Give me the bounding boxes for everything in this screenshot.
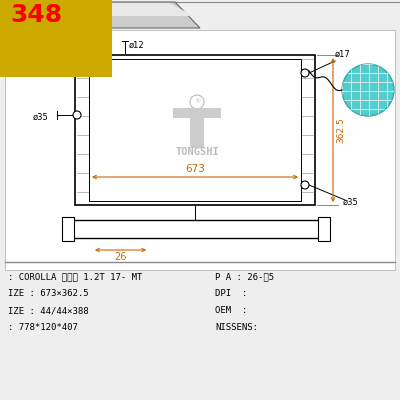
- Circle shape: [342, 64, 394, 116]
- Text: IZE : 44/44×388: IZE : 44/44×388: [8, 306, 89, 315]
- Text: 673: 673: [185, 164, 205, 174]
- Text: 348: 348: [10, 3, 62, 27]
- Bar: [75, 55, 315, 205]
- Bar: [173, 108, 221, 118]
- Text: NISSENS:: NISSENS:: [215, 323, 258, 332]
- Bar: [89, 59, 301, 201]
- Text: ø17: ø17: [335, 50, 351, 59]
- Text: : 778*120*407: : 778*120*407: [8, 323, 78, 332]
- Circle shape: [73, 111, 81, 119]
- Bar: [5, 30, 395, 270]
- Bar: [318, 217, 330, 241]
- Text: P A : 26-扢5: P A : 26-扢5: [215, 272, 274, 281]
- Text: ø12: ø12: [129, 40, 145, 50]
- Text: 26: 26: [114, 252, 127, 262]
- Text: ®: ®: [194, 100, 200, 104]
- Circle shape: [301, 69, 309, 77]
- Text: : COROLLA 卡罗拉 1.2T 17- MT: : COROLLA 卡罗拉 1.2T 17- MT: [8, 272, 142, 281]
- Bar: [190, 108, 204, 148]
- Text: ø35: ø35: [33, 112, 49, 122]
- Text: DPI  :: DPI :: [215, 289, 247, 298]
- Polygon shape: [2, 3, 193, 16]
- Bar: [72, 220, 320, 238]
- Bar: [62, 217, 74, 241]
- Text: 362.5: 362.5: [336, 117, 345, 143]
- Text: OEM  :: OEM :: [215, 306, 247, 315]
- Text: TONGSHI: TONGSHI: [175, 147, 219, 157]
- Circle shape: [301, 181, 309, 189]
- Text: IZE : 673×362.5: IZE : 673×362.5: [8, 289, 89, 298]
- Text: ø35: ø35: [343, 198, 359, 207]
- Polygon shape: [0, 2, 200, 28]
